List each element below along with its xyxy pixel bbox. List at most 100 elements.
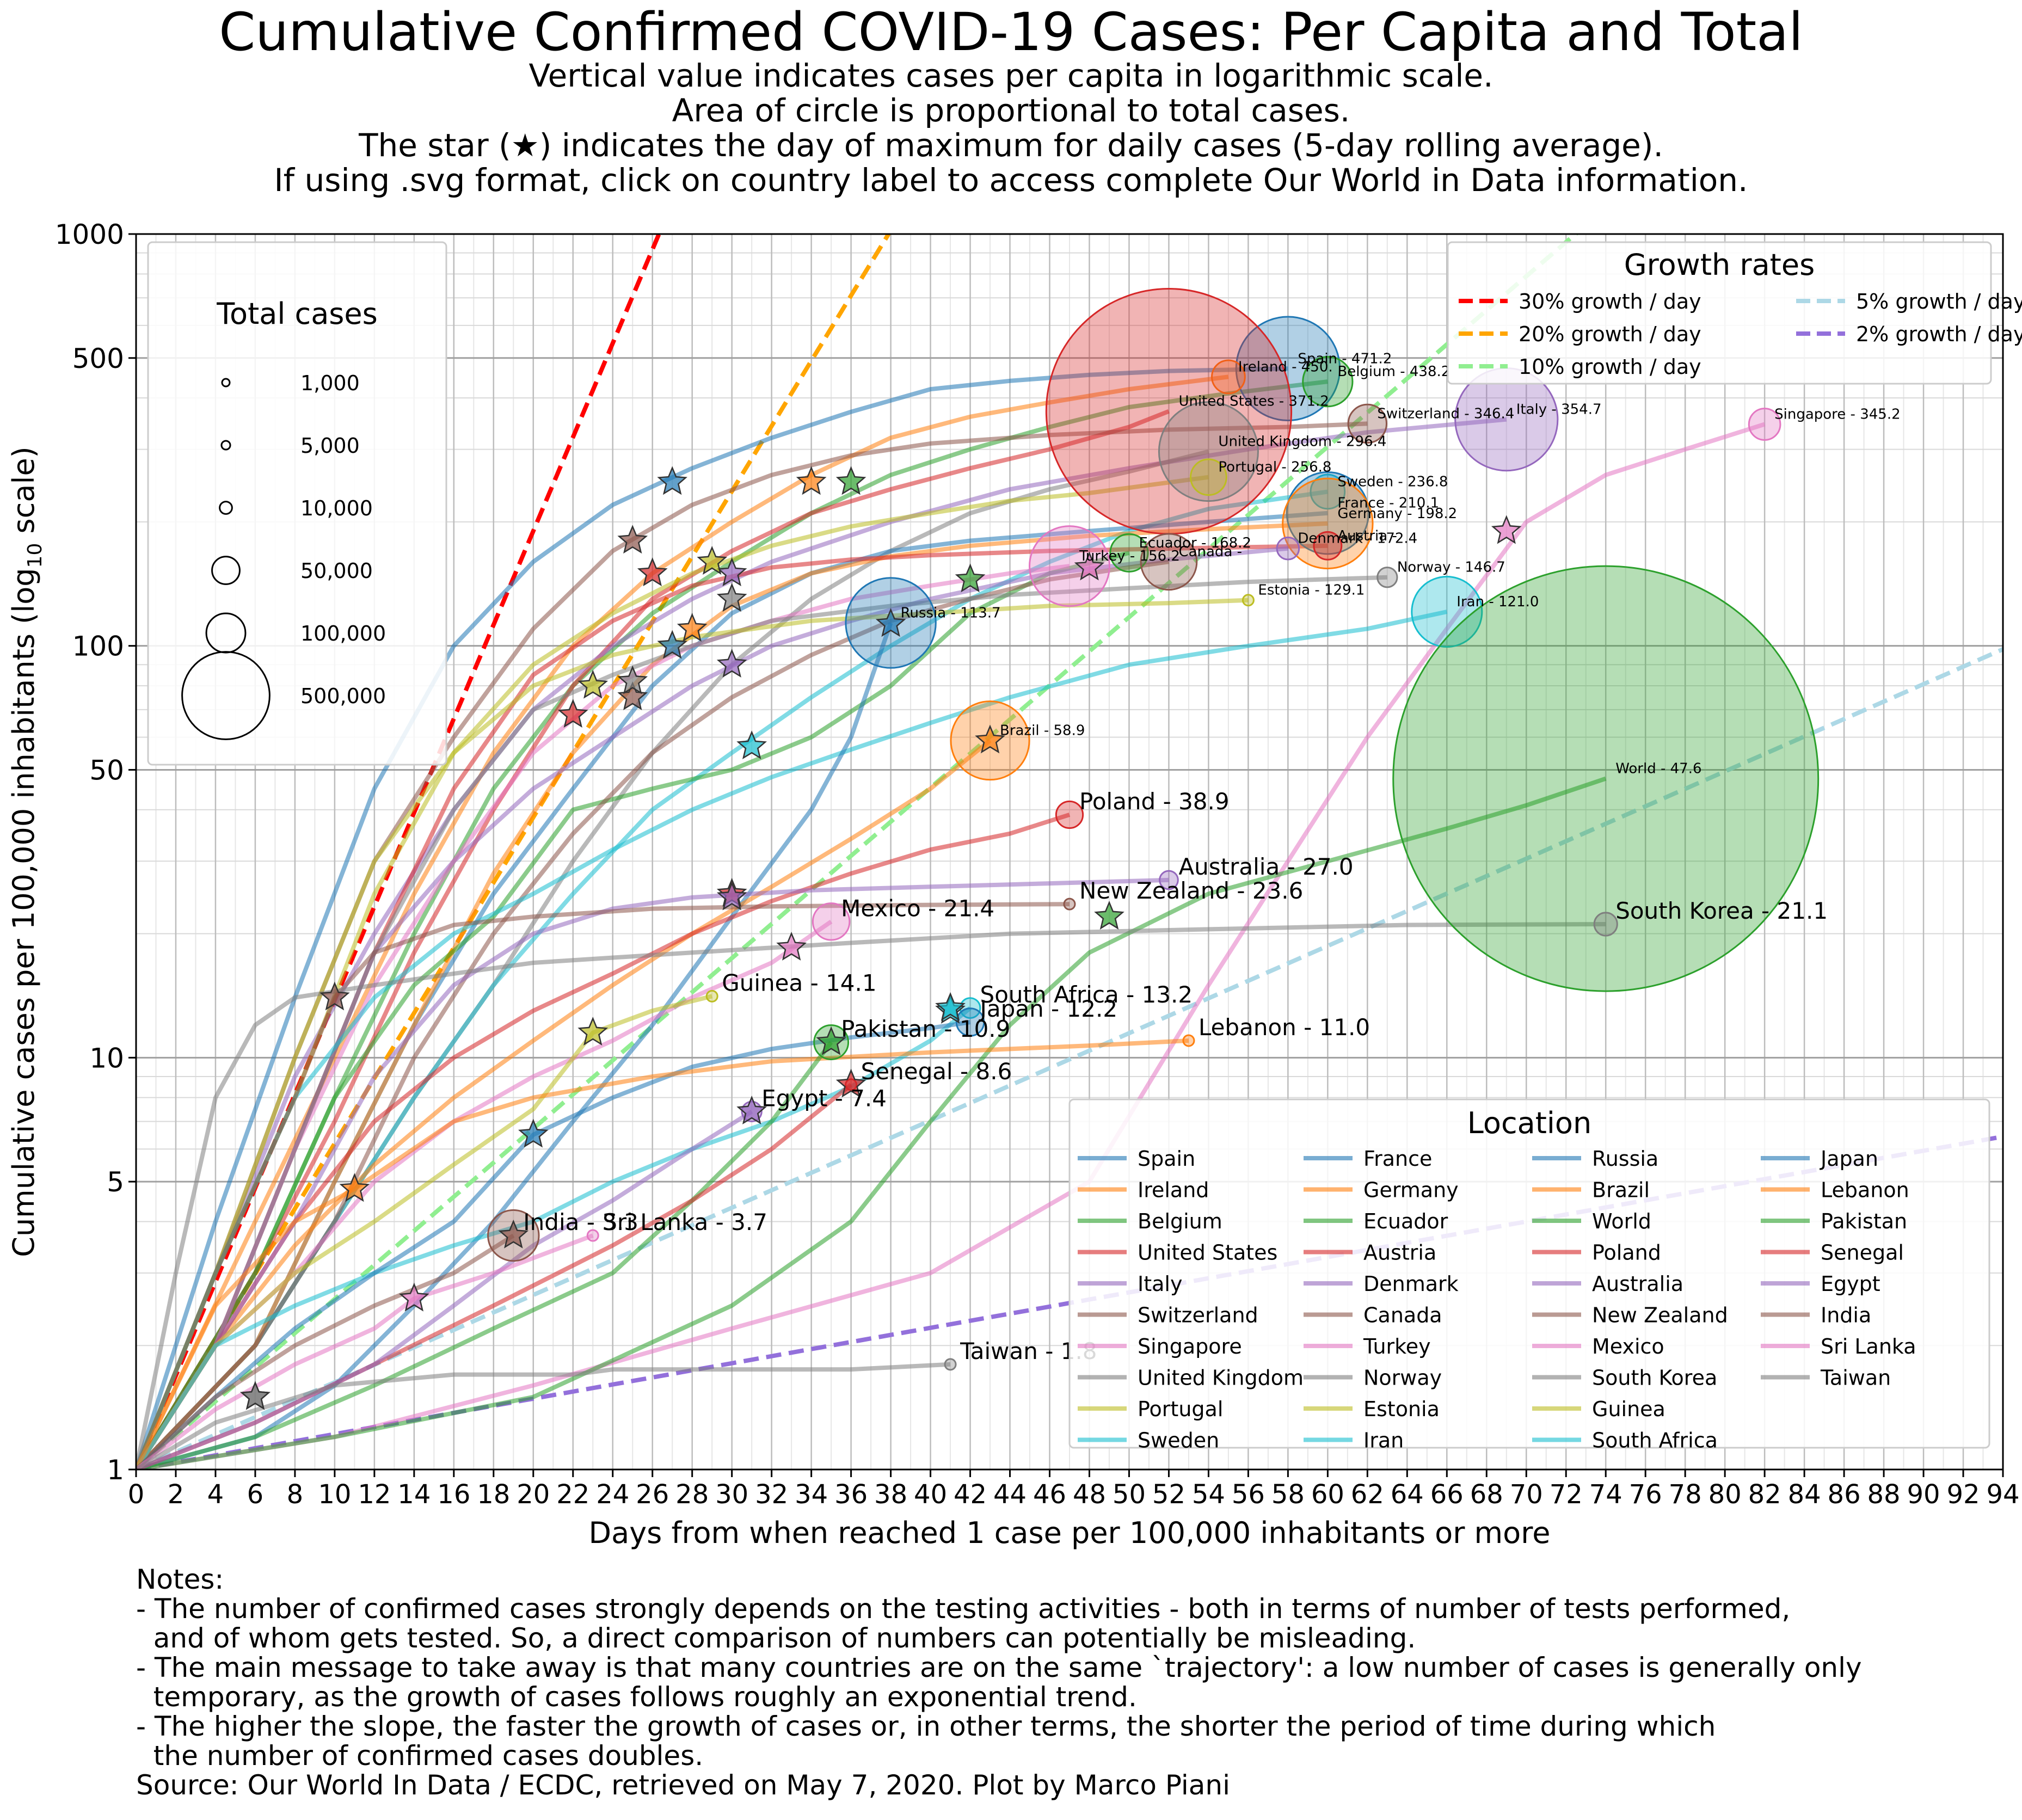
x-tick-label: 84	[1788, 1479, 1821, 1510]
total-cases-legend-label: 100,000	[300, 622, 386, 645]
location-legend-label: Guinea	[1592, 1397, 1665, 1421]
y-axis-label-end: scale)	[7, 446, 41, 543]
x-tick-label: 14	[397, 1479, 431, 1510]
total-cases-circle	[1347, 403, 1388, 444]
total-cases-circle	[1376, 567, 1398, 588]
country-label: Portugal - 256.8	[1218, 459, 1331, 476]
x-tick-label: 94	[1986, 1479, 2019, 1510]
x-tick-label: 56	[1232, 1479, 1265, 1510]
location-legend-label: Poland	[1592, 1241, 1661, 1265]
location-legend-label: Egypt	[1821, 1272, 1880, 1296]
x-tick-label: 78	[1669, 1479, 1702, 1510]
country-label: United States - 371.2	[1178, 393, 1329, 410]
location-legend-label: Turkey	[1363, 1335, 1431, 1358]
peak-star	[657, 466, 687, 495]
peak-star	[796, 466, 827, 495]
subtitle-line-3: The star (★) indicates the day of maximu…	[359, 127, 1663, 164]
country-label: Russia - 113.7	[901, 605, 1001, 621]
notes-block: Notes: - The number of confirmed cases s…	[136, 1565, 1987, 1800]
location-legend-label: Australia	[1592, 1272, 1683, 1296]
peak-star	[617, 525, 648, 554]
country-label: Sweden - 236.8	[1337, 474, 1448, 490]
x-tick-label: 6	[247, 1479, 264, 1510]
country-label: Spain - 471.2	[1298, 351, 1392, 367]
y-tick-label: 500	[72, 343, 124, 374]
location-legend-label: Ecuador	[1363, 1209, 1448, 1233]
location-legend-label: Estonia	[1363, 1397, 1440, 1421]
country-label: Estonia - 129.1	[1258, 582, 1365, 599]
total-cases-circle	[1235, 316, 1341, 421]
x-tick-label: 28	[675, 1479, 709, 1510]
country-label: Poland - 38.9	[1079, 788, 1230, 815]
x-tick-label: 76	[1629, 1479, 1662, 1510]
country-label: Japan - 12.2	[979, 995, 1118, 1022]
growth-line	[136, 234, 1579, 1469]
x-tick-label: 68	[1470, 1479, 1503, 1510]
total-cases-circle	[1159, 870, 1179, 890]
notes-line-3: - The main message to take away is that …	[136, 1652, 1862, 1683]
y-tick-label: 50	[89, 754, 124, 786]
x-tick-label: 60	[1311, 1479, 1344, 1510]
location-legend-label: Brazil	[1592, 1178, 1650, 1202]
peak-star	[399, 1282, 429, 1312]
series-line	[136, 598, 1249, 1469]
peak-star	[975, 724, 1005, 754]
country-label: Lebanon - 11.0	[1199, 1014, 1370, 1041]
growth-rates-legend-label: 30% growth / day	[1519, 290, 1701, 313]
x-tick-label: 54	[1192, 1479, 1225, 1510]
total-cases-circle	[1109, 533, 1149, 573]
peak-star	[716, 583, 747, 612]
x-tick-label: 26	[636, 1479, 669, 1510]
total-cases-circle	[1063, 897, 1076, 911]
country-label: World - 47.6	[1615, 761, 1701, 777]
total-cases-legend-circle	[220, 440, 231, 451]
peak-star	[697, 545, 728, 575]
location-legend-label: Sri Lanka	[1821, 1335, 1916, 1358]
peak-star	[716, 649, 747, 678]
x-tick-label: 12	[358, 1479, 391, 1510]
location-legend-label: Taiwan	[1820, 1366, 1891, 1390]
growth-rates-legend-title: Growth rates	[1624, 248, 1815, 282]
x-tick-label: 32	[755, 1479, 788, 1510]
series-line	[136, 550, 1130, 1469]
total-cases-circle	[1310, 474, 1346, 510]
country-label: India - 3.3	[523, 1209, 638, 1235]
country-label: Sri Lanka - 3.7	[603, 1209, 767, 1235]
x-tick-label: 58	[1271, 1479, 1305, 1510]
location-legend-label: Belgium	[1138, 1209, 1222, 1233]
total-cases-legend-label: 50,000	[300, 559, 373, 583]
peak-star	[736, 730, 767, 760]
peak-star	[557, 699, 588, 728]
growth-line	[136, 234, 662, 1469]
peak-star	[716, 557, 747, 587]
x-tick-label: 16	[437, 1479, 470, 1510]
location-legend-label: United Kingdom	[1138, 1366, 1304, 1390]
series-line	[136, 1006, 972, 1469]
growth-rates-legend-label: 20% growth / day	[1519, 322, 1701, 346]
series-line	[136, 1020, 971, 1469]
series-line	[136, 366, 1288, 1469]
location-legend-label: Singapore	[1138, 1335, 1242, 1358]
x-tick-label: 82	[1748, 1479, 1781, 1510]
growth-rates-legend-box	[1447, 241, 1992, 385]
location-legend-label: India	[1821, 1303, 1871, 1327]
location-legend-label: Norway	[1363, 1366, 1442, 1390]
x-tick-label: 20	[517, 1479, 550, 1510]
location-legend-title: Location	[1467, 1106, 1591, 1140]
series-line	[136, 1362, 951, 1469]
country-label: Egypt - 7.4	[761, 1085, 887, 1111]
series-line	[136, 922, 1606, 1469]
series-line	[136, 622, 893, 1469]
country-label: Italy - 354.7	[1516, 402, 1602, 418]
total-cases-circle	[1276, 536, 1300, 561]
series-line	[136, 776, 1607, 1469]
x-tick-label: 22	[556, 1479, 589, 1510]
total-cases-circle	[1282, 477, 1374, 570]
series-line	[136, 1233, 594, 1469]
total-cases-circle	[1411, 576, 1483, 648]
x-tick-label: 64	[1391, 1479, 1424, 1510]
country-label: Guinea - 14.1	[722, 969, 876, 996]
peak-star	[835, 466, 866, 495]
total-cases-circle	[1286, 471, 1369, 555]
x-tick-label: 90	[1907, 1479, 1940, 1510]
